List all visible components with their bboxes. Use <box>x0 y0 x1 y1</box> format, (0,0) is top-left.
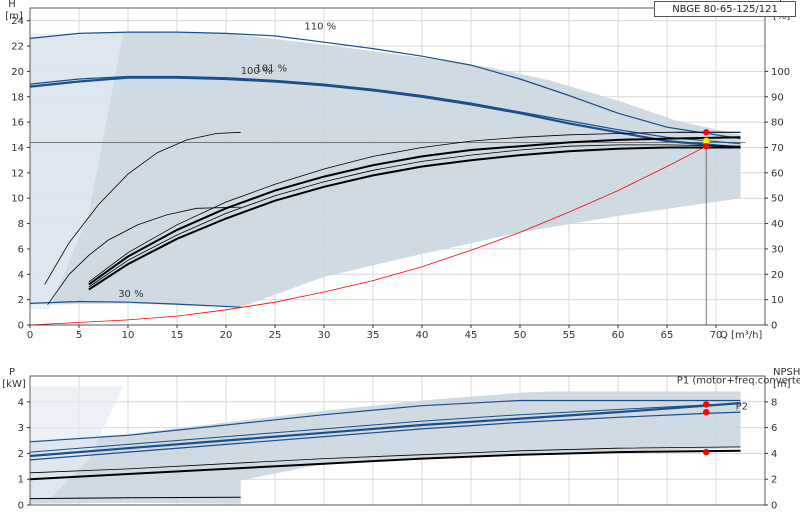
y2-tick-label: 60 <box>771 168 784 179</box>
curve-label: P2 <box>736 402 748 413</box>
head-series-line-1 <box>29 75 741 145</box>
duty-point <box>703 408 710 416</box>
y-tick-label: 24 <box>11 16 24 27</box>
y-tick-label: 3 <box>18 423 24 434</box>
x-tick-label: 55 <box>563 330 576 341</box>
curve-label: P1 (motor+freq.converter) <box>677 376 800 387</box>
y-tick-label: 16 <box>11 118 24 129</box>
y-tick-label: 14 <box>11 143 24 154</box>
x-tick-label: 25 <box>269 330 282 341</box>
y-tick-label: 12 <box>11 168 24 179</box>
y2-tick-label: 80 <box>771 118 784 129</box>
x-tick-label: 0 <box>27 330 33 341</box>
x-axis-label: Q [m³/h] <box>720 330 762 341</box>
y2-tick-label: 0 <box>771 501 777 512</box>
y2-tick-label: 4 <box>771 449 777 460</box>
head-plot: 110 %101 %100 %30 %024681012141618202224… <box>5 0 790 341</box>
y2-tick-label: 100 <box>771 67 790 78</box>
y-tick-label: 22 <box>11 42 24 53</box>
x-tick-label: 5 <box>76 330 82 341</box>
y2-tick-label: 6 <box>771 423 777 434</box>
y-tick-label: 8 <box>18 219 24 230</box>
y2-tick-label: 90 <box>771 92 784 103</box>
operating-range-band <box>30 391 741 504</box>
head-series-line-9 <box>88 144 741 288</box>
plot-frame <box>29 7 766 326</box>
y2-axis-unit: [m] <box>773 379 791 390</box>
head-series-line-7 <box>88 131 741 283</box>
power-plot: P1 (motor+freq.converter) P2 0 1 2 3 4 0 2 4 6 8 P[k… <box>2 367 800 512</box>
y-tick-label: 0 <box>18 501 24 512</box>
y-axis-unit: [kW] <box>2 379 26 390</box>
duty-point <box>703 448 710 456</box>
x-tick-label: 70 <box>710 330 723 341</box>
operating-range-band <box>30 32 741 308</box>
x-tick-label: 40 <box>416 330 429 341</box>
head-series-line-2 <box>29 76 741 149</box>
head-series-line-3 <box>29 300 241 308</box>
x-tick-label: 10 <box>122 330 135 341</box>
head-series-line-11 <box>29 145 707 326</box>
light-band <box>30 33 124 310</box>
curve-label: 100 % <box>241 66 273 77</box>
x-tick-label: 15 <box>171 330 184 341</box>
y2-tick-label: 30 <box>771 244 784 255</box>
y2-tick-label: 8 <box>771 397 777 408</box>
y-tick-label: 4 <box>18 397 24 408</box>
y2-tick-label: 20 <box>771 270 784 281</box>
y-tick-label: 4 <box>18 270 24 281</box>
y-axis-label: P <box>9 367 15 378</box>
power-series-line-6 <box>29 496 241 500</box>
curve-label: 101 % <box>255 63 287 74</box>
y-tick-label: 2 <box>18 295 24 306</box>
power-series-line-1 <box>29 402 741 453</box>
power-series-line-0 <box>29 399 741 443</box>
x-tick-label: 20 <box>220 330 233 341</box>
duty-point <box>703 401 710 408</box>
x-tick-label: 45 <box>465 330 478 341</box>
y2-tick-label: 10 <box>771 295 784 306</box>
pump-model-label: NBGE 80-65-125/121 <box>654 1 796 17</box>
y2-tick-label: 70 <box>771 143 784 154</box>
y2-tick-label: 2 <box>771 475 777 486</box>
duty-point <box>703 129 710 136</box>
y-tick-label: 0 <box>18 321 24 332</box>
power-series-line-4 <box>29 446 741 474</box>
light-band <box>30 386 124 499</box>
head-series-line-0 <box>29 31 741 140</box>
y-tick-label: 18 <box>11 92 24 103</box>
x-tick-label: 50 <box>514 330 527 341</box>
y-axis-label: H <box>8 0 16 10</box>
y-tick-label: 2 <box>18 449 24 460</box>
y2-axis-label: NPSH <box>773 367 800 378</box>
duty-point <box>703 143 710 150</box>
power-series-line-2 <box>29 402 741 458</box>
y2-tick-label: 0 <box>771 321 777 332</box>
y-tick-label: 1 <box>18 475 24 486</box>
head-series-line-8 <box>88 136 741 286</box>
head-series-line-6 <box>47 206 241 305</box>
y-tick-label: 6 <box>18 244 24 255</box>
x-tick-label: 30 <box>318 330 331 341</box>
power-series-line-5 <box>29 449 741 481</box>
power-series-line-3 <box>29 411 741 461</box>
head-series-line-5 <box>44 131 241 285</box>
x-tick-label: 65 <box>661 330 674 341</box>
plot-frame <box>29 375 766 506</box>
y2-tick-label: 40 <box>771 219 784 230</box>
curve-label: 30 % <box>118 289 143 300</box>
y-tick-label: 20 <box>11 67 24 78</box>
x-tick-label: 60 <box>612 330 625 341</box>
head-series-line-10 <box>88 146 741 291</box>
y-tick-label: 10 <box>11 194 24 205</box>
y-axis-unit: [m] <box>5 11 23 22</box>
y2-tick-label: 50 <box>771 194 784 205</box>
x-tick-label: 35 <box>367 330 380 341</box>
curve-label: 110 % <box>304 22 336 33</box>
